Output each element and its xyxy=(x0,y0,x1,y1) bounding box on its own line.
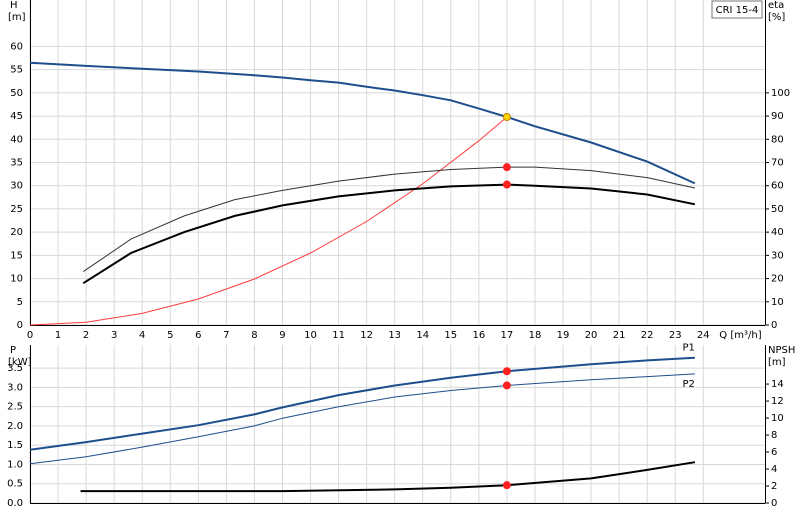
y2-tick-label: 6 xyxy=(771,447,777,458)
y-tick-label: 0.0 xyxy=(7,498,23,509)
y2-tick-label: 30 xyxy=(771,250,784,261)
y-tick-label: 45 xyxy=(10,111,23,122)
series-line xyxy=(29,356,695,451)
x-tick-label: 23 xyxy=(669,330,682,341)
y-tick-label: 0.5 xyxy=(7,479,23,490)
y2-tick-label: 4 xyxy=(771,464,777,475)
y2-tick-label: 14 xyxy=(771,379,784,390)
x-tick-label: 9 xyxy=(279,330,285,341)
y-tick-label: 50 xyxy=(10,88,23,99)
y2-tick-label: 90 xyxy=(771,111,784,122)
duty-point xyxy=(502,367,511,376)
x-tick-label: 12 xyxy=(360,330,373,341)
series-name: P1 xyxy=(682,343,694,354)
x-tick-label: 15 xyxy=(444,330,457,341)
y-tick-label: 5 xyxy=(17,297,23,308)
legend-box xyxy=(711,0,763,19)
y-tick-label: 10 xyxy=(10,274,23,285)
duty-point xyxy=(502,481,511,490)
series-line xyxy=(83,166,696,273)
y-tick-label: 0 xyxy=(17,320,23,331)
duty-point xyxy=(502,163,511,172)
series-line xyxy=(29,61,696,185)
y2-tick-label: 80 xyxy=(771,134,784,145)
y-tick-label: 1.5 xyxy=(7,440,23,451)
x-tick-label: 18 xyxy=(529,330,542,341)
legend-label: CRI 15-4 xyxy=(716,5,759,16)
y2-axis-unit: [m] xyxy=(768,357,786,368)
x-tick-label: 21 xyxy=(613,330,626,341)
series-line xyxy=(29,373,695,465)
x-tick-label: 5 xyxy=(167,330,173,341)
y-axis-label: P xyxy=(10,345,16,356)
y-tick-label: 35 xyxy=(10,158,23,169)
y-tick-label: 30 xyxy=(10,181,23,192)
x-tick-label: 13 xyxy=(388,330,401,341)
y2-tick-label: 10 xyxy=(771,297,784,308)
x-tick-label: 1 xyxy=(55,330,61,341)
y-tick-label: 25 xyxy=(10,204,23,215)
y2-axis-unit: [%] xyxy=(768,12,785,23)
y2-axis-label: eta xyxy=(768,0,784,11)
x-tick-label: 22 xyxy=(641,330,654,341)
y2-tick-label: 60 xyxy=(771,181,784,192)
series-line xyxy=(82,183,696,285)
duty-point xyxy=(502,113,511,121)
y-axis-unit: [m] xyxy=(8,12,26,23)
y-tick-label: 3.0 xyxy=(7,382,23,393)
y2-tick-label: 20 xyxy=(771,274,784,285)
x-tick-label: 20 xyxy=(585,330,598,341)
x-tick-label: 24 xyxy=(697,330,710,341)
y2-tick-label: 40 xyxy=(771,227,784,238)
y2-tick-label: 0 xyxy=(771,320,777,331)
y-tick-label: 15 xyxy=(10,250,23,261)
y-tick-label: 1.0 xyxy=(7,459,23,470)
y2-tick-label: 2 xyxy=(771,481,777,492)
x-tick-label: 14 xyxy=(416,330,429,341)
x-tick-label: 11 xyxy=(332,330,345,341)
x-axis-label: Q [m³/h] xyxy=(719,330,761,341)
y2-tick-label: 70 xyxy=(771,158,784,169)
y-tick-label: 40 xyxy=(10,134,23,145)
x-tick-label: 17 xyxy=(501,330,514,341)
x-tick-label: 4 xyxy=(139,330,145,341)
y2-tick-label: 50 xyxy=(771,204,784,215)
y2-tick-label: 0 xyxy=(771,498,777,509)
duty-point xyxy=(502,381,511,390)
y-tick-label: 60 xyxy=(10,41,23,52)
y-tick-label: 2.5 xyxy=(7,402,23,413)
x-tick-label: 7 xyxy=(223,330,229,341)
x-tick-label: 0 xyxy=(27,330,33,341)
series-name: P2 xyxy=(682,379,694,390)
y-axis-label: H xyxy=(10,0,18,11)
x-tick-label: 16 xyxy=(472,330,485,341)
y-axis-unit: [kW] xyxy=(8,357,32,368)
y2-tick-label: 10 xyxy=(771,413,784,424)
duty-point xyxy=(502,180,511,189)
y-tick-label: 2.0 xyxy=(7,421,23,432)
y-tick-label: 20 xyxy=(10,227,23,238)
series-line xyxy=(80,461,696,493)
x-tick-label: 6 xyxy=(195,330,201,341)
y2-axis-label: NPSH xyxy=(768,345,795,356)
x-tick-label: 10 xyxy=(304,330,317,341)
y2-tick-label: 100 xyxy=(771,88,790,99)
x-tick-label: 19 xyxy=(557,330,570,341)
x-tick-label: 3 xyxy=(111,330,117,341)
x-tick-label: 8 xyxy=(251,330,257,341)
series-line xyxy=(29,116,508,326)
x-tick-label: 2 xyxy=(83,330,89,341)
y2-tick-label: 12 xyxy=(771,396,784,407)
y-tick-label: 3.5 xyxy=(7,363,23,374)
y-tick-label: 55 xyxy=(10,65,23,76)
y2-tick-label: 8 xyxy=(771,430,777,441)
